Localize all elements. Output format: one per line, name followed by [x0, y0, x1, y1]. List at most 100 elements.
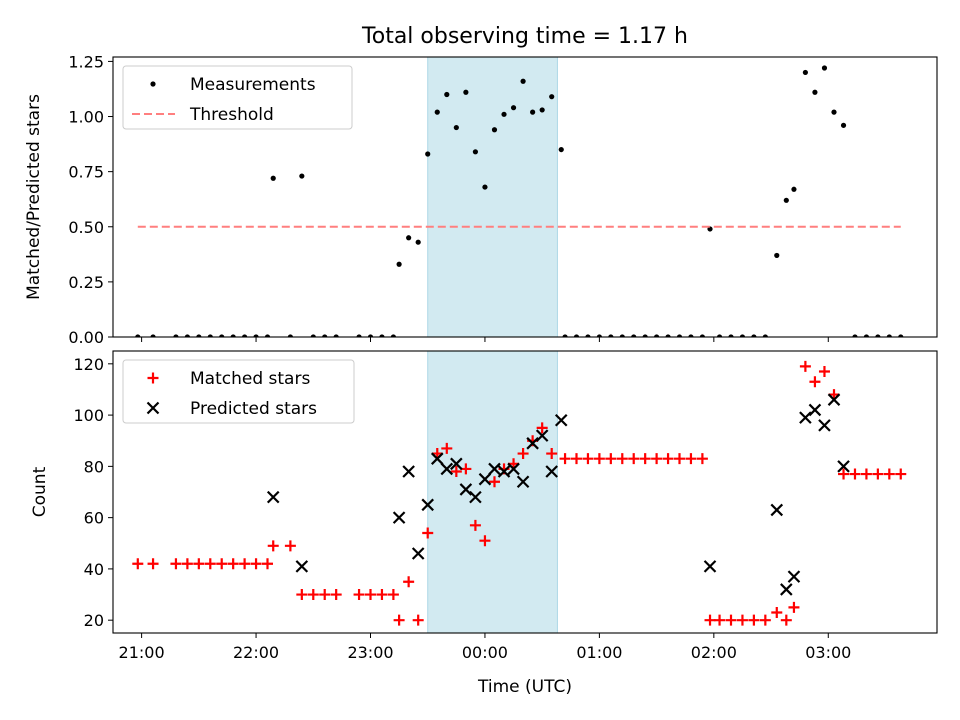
predicted-marker: [440, 462, 454, 476]
matched-marker: [651, 453, 663, 465]
measurement-point: [135, 334, 141, 337]
matched-marker: [571, 453, 582, 465]
legend: Matched stars Predicted stars: [122, 359, 355, 424]
measurement-point: [539, 107, 545, 113]
predicted-marker: [535, 429, 549, 442]
measurement-point: [434, 109, 440, 115]
y-tick-label: 100: [73, 406, 104, 425]
measurement-point: [549, 94, 555, 100]
matched-marker: [193, 558, 205, 570]
chart-title: Total observing time = 1.17 h: [361, 24, 688, 49]
y-tick-label: 0.50: [68, 218, 104, 237]
measurement-point: [783, 197, 789, 203]
matched-marker: [181, 558, 193, 570]
predicted-marker: [837, 460, 850, 473]
measurement-point: [501, 111, 507, 117]
matched-marker: [725, 614, 737, 626]
measurement-point: [608, 334, 614, 337]
measurement-point: [322, 334, 328, 337]
predicted-marker: [392, 511, 406, 524]
measurement-point: [270, 175, 276, 181]
observing-window-span: [427, 56, 558, 338]
measurement-point: [453, 124, 459, 131]
measurement-point: [751, 334, 757, 337]
matched-marker: [605, 453, 617, 465]
measurement-point: [573, 334, 580, 337]
matched-marker: [771, 606, 783, 618]
matched-marker: [517, 448, 529, 460]
matched-marker: [387, 589, 399, 601]
predicted-marker: [526, 437, 539, 450]
measurement-point: [299, 173, 305, 179]
predicted-marker: [516, 475, 530, 489]
measurement-point: [253, 334, 259, 337]
matched-marker: [818, 366, 830, 378]
measurement-point: [728, 334, 734, 337]
matched-marker: [216, 558, 228, 570]
matched-marker: [469, 519, 481, 531]
measurement-point: [654, 334, 660, 337]
predicted-marker: [450, 457, 463, 471]
matched-marker: [872, 468, 884, 480]
measurement-point: [333, 334, 339, 337]
measurement-point: [812, 89, 818, 95]
matched-marker: [262, 558, 273, 570]
y-tick-label: 0.25: [68, 273, 104, 292]
x-tick-label: 01:00: [576, 643, 622, 662]
matched-marker: [307, 589, 319, 601]
predicted-marker: [497, 465, 511, 478]
measurement-point: [406, 235, 412, 241]
y-tick-label: 0.00: [68, 328, 104, 347]
matched-marker: [353, 589, 365, 601]
matched-marker: [748, 614, 760, 626]
y-tick-label: 0.75: [68, 163, 104, 182]
predicted-marker: [478, 472, 492, 486]
legend-label: Measurements: [190, 75, 316, 95]
measurement-point: [676, 334, 683, 337]
matched-marker: [239, 558, 251, 570]
measurement-point: [287, 334, 293, 337]
matched-marker: [330, 589, 342, 601]
measurement-point: [482, 184, 488, 190]
matched-marker: [714, 614, 726, 626]
x-tick-label: 00:00: [462, 643, 508, 662]
measurement-point: [310, 334, 316, 337]
matched-marker: [227, 558, 239, 570]
matched-marker: [704, 614, 716, 626]
x-tick-label: 03:00: [805, 643, 851, 662]
measurement-point: [196, 334, 202, 337]
plot-data: [135, 65, 904, 337]
measurement-point: [184, 334, 190, 337]
predicted-marker: [770, 503, 784, 517]
matched-marker: [403, 576, 415, 588]
predicted-marker: [469, 490, 482, 504]
matched-marker: [267, 540, 279, 552]
predicted-marker: [827, 393, 841, 406]
measurement-point: [242, 334, 248, 337]
predicted-marker: [421, 498, 434, 512]
measurement-point: [558, 146, 564, 153]
matched-marker: [662, 453, 674, 465]
measurement-point: [367, 334, 374, 337]
y-tick-label: 80: [84, 457, 104, 476]
legend-box: [122, 65, 353, 130]
matched-marker: [788, 601, 800, 613]
measurement-point: [396, 261, 402, 267]
measurement-point: [230, 334, 236, 337]
measurement-point: [619, 334, 625, 337]
x-axis-label: Time (UTC): [477, 677, 572, 697]
measurement-point: [472, 149, 479, 155]
matched-marker: [170, 558, 182, 570]
measurement-point: [791, 186, 797, 192]
x-tick-label: 23:00: [347, 643, 393, 662]
matched-marker: [639, 453, 651, 465]
measurement-point: [585, 334, 591, 337]
predicted-marker: [411, 547, 425, 560]
measurement-point: [444, 91, 450, 98]
matched-marker: [441, 442, 453, 454]
observing-window-span: [427, 350, 558, 634]
predicted-marker: [808, 403, 822, 417]
matched-marker: [488, 476, 500, 488]
matched-marker: [147, 558, 159, 570]
